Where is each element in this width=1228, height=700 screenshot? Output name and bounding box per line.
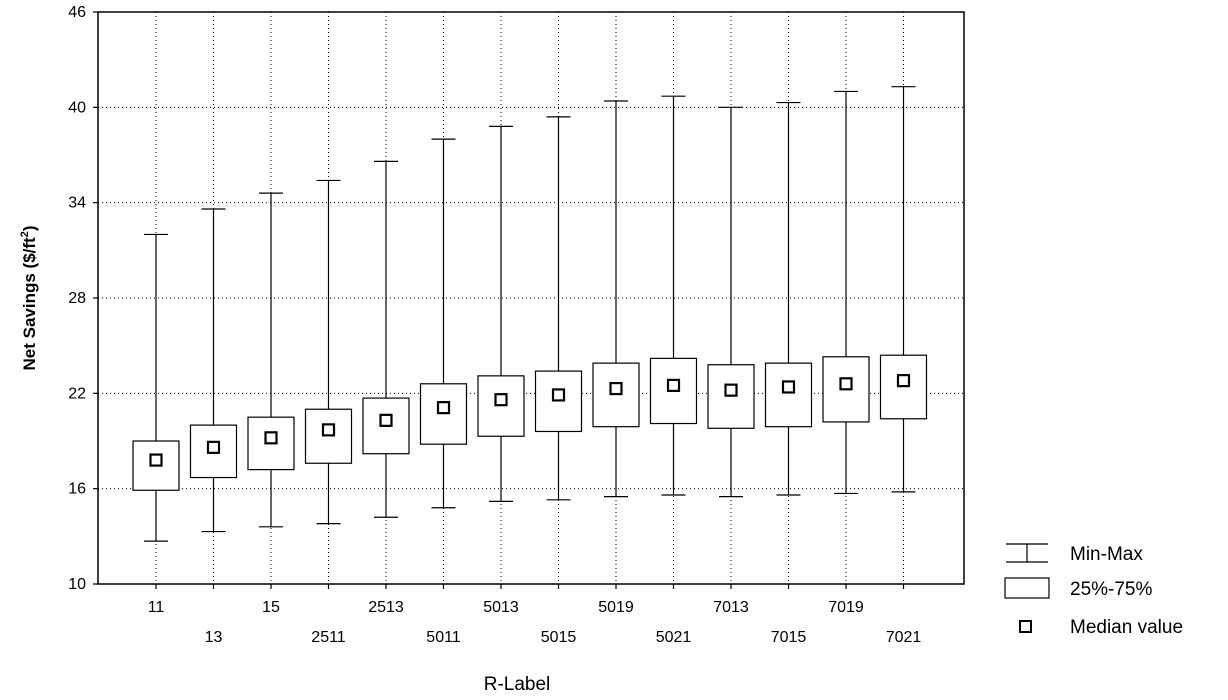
box-13 <box>189 208 238 533</box>
x-tick-label: 7021 <box>886 629 922 646</box>
median-marker <box>436 401 451 415</box>
y-axis-ticks: 10 16 22 28 34 40 46 <box>68 4 98 593</box>
legend-median-symbol <box>1019 620 1032 633</box>
y-tick-label: 22 <box>68 385 86 402</box>
box-11 <box>132 233 180 542</box>
y-tick-label: 46 <box>68 4 86 21</box>
x-tick-label: 5015 <box>541 629 577 646</box>
x-tick-label: 5011 <box>426 629 461 646</box>
median-marker <box>494 393 508 407</box>
y-tick-label: 40 <box>68 99 86 116</box>
x-tick-label: 5013 <box>483 599 519 616</box>
box-2511 <box>304 179 353 525</box>
box-series <box>132 86 928 542</box>
x-tick-label: 5021 <box>656 629 692 646</box>
median-marker <box>264 431 278 445</box>
x-tick-label: 13 <box>205 629 223 646</box>
box-7019 <box>822 90 870 495</box>
x-axis-label: R-Label <box>484 674 551 695</box>
box-7021 <box>879 86 928 493</box>
x-tick-label: 15 <box>262 599 280 616</box>
legend-label-iqr: 25%-75% <box>1070 579 1152 600</box>
legend: Min-Max 25%-75% Median value <box>1004 543 1183 638</box>
x-axis-ticks: 11 13 15 2511 2513 5011 5013 5015 5019 5021 7013 70… <box>148 584 922 646</box>
x-tick-label: 7013 <box>713 599 749 616</box>
median-marker <box>666 378 681 392</box>
iqr-box <box>764 362 813 428</box>
legend-label-median: Median value <box>1070 617 1183 638</box>
x-tick-label: 11 <box>148 599 165 616</box>
x-tick-label: 2513 <box>368 599 404 616</box>
y-axis-label: Net Savings ($/ft2) <box>19 226 39 371</box>
box-5019 <box>592 100 640 498</box>
x-tick-label: 7019 <box>828 599 864 616</box>
legend-label-minmax: Min-Max <box>1070 544 1143 565</box>
legend-iqr-symbol <box>1004 577 1050 599</box>
median-marker <box>781 380 796 394</box>
y-tick-label: 16 <box>68 481 86 498</box>
box-7015 <box>764 101 813 496</box>
median-marker <box>609 381 623 396</box>
x-tick-label: 5019 <box>598 599 634 616</box>
median-marker <box>896 374 911 388</box>
box-5015 <box>534 116 583 501</box>
box-5011 <box>419 138 468 509</box>
box-7013 <box>707 106 755 498</box>
median-marker <box>379 413 393 427</box>
gridlines <box>98 12 964 584</box>
legend-minmax-symbol <box>1006 543 1048 563</box>
box-5021 <box>649 95 698 496</box>
y-tick-label: 34 <box>68 195 86 212</box>
median-marker <box>551 388 566 402</box>
median-marker <box>149 453 163 467</box>
median-marker <box>206 440 221 454</box>
x-tick-label: 7015 <box>771 629 807 646</box>
median-marker <box>839 377 853 391</box>
median-marker <box>724 383 738 397</box>
x-tick-label: 2511 <box>311 629 346 646</box>
box-15 <box>247 192 295 528</box>
y-tick-label: 10 <box>68 576 86 593</box>
median-marker <box>321 423 336 437</box>
box-5013 <box>477 125 525 502</box>
y-tick-label: 28 <box>68 290 86 307</box>
box-2513 <box>362 160 410 518</box>
